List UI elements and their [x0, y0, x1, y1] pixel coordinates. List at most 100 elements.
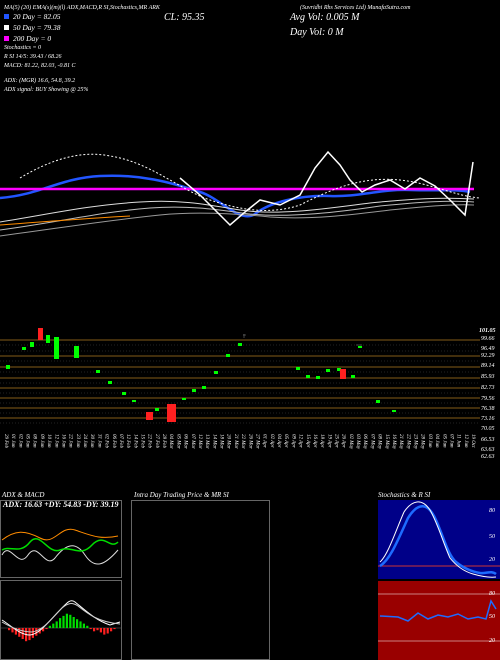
rsi-value: R SI 14/5: 39.43 / 68.26 [4, 54, 62, 60]
adx-values-text: ADX: 16.63 +DY: 54.83 -DY: 39.19 [3, 500, 119, 509]
legend-ma: 20 Day = 82.05 50 Day = 79.38 200 Day = … [4, 11, 88, 96]
date-label: 10 Jan [46, 434, 51, 448]
ma20-swatch [4, 14, 9, 19]
ma50-label: 50 Day = 79.38 [13, 23, 61, 32]
date-label: 03 May [355, 434, 360, 450]
macd-signal-line [1, 603, 121, 633]
macd-bar [14, 628, 17, 635]
date-label: 21 May [398, 434, 403, 450]
macd-bar [65, 613, 68, 628]
date-label: 15 Apr [305, 434, 310, 448]
stoch-tick-20: 20 [489, 557, 495, 563]
price-axis-label: 92.29 [481, 353, 495, 359]
date-label: 06 Feb [111, 434, 116, 449]
date-label: 09 Jan [39, 434, 44, 448]
mrk-panel-title: Intra Day Trading Price & MR SI [134, 491, 229, 499]
header-right-line1: (Suvridhi Rhs Services Ltd) MunafaSutra.… [300, 5, 411, 11]
date-label: 28 May [420, 434, 425, 450]
date-label: 06 Mar [183, 434, 188, 449]
date-label: 25 Apr [333, 434, 338, 448]
price-axis-label: 62.63 [481, 454, 495, 460]
price-axis-label: 89.14 [481, 363, 495, 369]
date-label: 08 Jan [32, 434, 37, 448]
date-label: 02 May [348, 434, 353, 450]
date-label: 04 Mar [168, 434, 173, 449]
price-label: CL: 95.35 [164, 12, 205, 23]
date-label: 28 Feb [161, 434, 166, 449]
macd-bar [31, 628, 34, 638]
date-label: 26 Mar [247, 434, 252, 449]
date-label: 24 Jan [82, 434, 87, 448]
candles [6, 328, 396, 422]
rsi-line [379, 599, 497, 622]
ema-orange-line [0, 215, 131, 226]
date-label: 23 Jan [75, 434, 80, 448]
date-label: 23 May [413, 434, 418, 450]
macd-bar [99, 628, 102, 633]
date-label: 12 Jan [53, 434, 58, 448]
date-label: 06 May [362, 434, 367, 450]
macd-bar [59, 618, 62, 628]
date-label: 04 Jun [434, 434, 439, 448]
date-label: 02 Apr [269, 434, 274, 448]
date-label: 21 Mar [233, 434, 238, 449]
price-axis-label: 66.53 [481, 437, 495, 443]
avg-volume: Avg Vol: 0.005 M [290, 12, 360, 23]
macd-bar [69, 614, 72, 628]
date-label: 22 Jan [68, 434, 73, 448]
macd-bar [42, 628, 45, 632]
date-label: 18 Mar [219, 434, 224, 449]
ma50-swatch [4, 25, 9, 30]
date-label: 22 Mar [240, 434, 245, 449]
date-label: 15 Feb [140, 434, 145, 449]
macd-bar [55, 621, 58, 628]
price-line [179, 150, 474, 227]
date-label: 27 Feb [154, 434, 159, 449]
date-label: 07 Feb [118, 434, 123, 449]
price-axis-label: 79.56 [481, 396, 495, 402]
candle-wicks [243, 334, 362, 346]
date-label: 26 Apr [341, 434, 346, 448]
date-label: 05 Mar [175, 434, 180, 449]
date-label: 05 Apr [283, 434, 288, 448]
date-label: 29 Feb [3, 434, 8, 449]
ma200-swatch [4, 36, 9, 41]
date-label: 15 May [384, 434, 389, 450]
macd-bar [89, 628, 92, 630]
macd-bar [79, 621, 82, 628]
date-label: 16 May [391, 434, 396, 450]
macd-bar [110, 628, 113, 632]
macd-bar [96, 628, 99, 631]
date-label: 14 Feb [132, 434, 137, 449]
date-label: 05 Jun [441, 434, 446, 448]
adx-panel-title: ADX & MACD [2, 491, 45, 499]
ma-white-line-1 [0, 197, 475, 223]
date-label: 12 Apr [298, 434, 303, 448]
rsi-tick-20: 20 [489, 638, 495, 644]
macd-bar [82, 623, 85, 628]
date-label: 07 Mar [190, 434, 195, 449]
price-dotted-line [19, 153, 481, 211]
date-label: 05 Jan [25, 434, 30, 448]
stoch-tick-80: 80 [489, 508, 495, 514]
date-label: 09 Apr [290, 434, 295, 448]
ma-white-line-3 [0, 204, 475, 237]
date-label: 20 Mar [226, 434, 231, 449]
macd-bar [11, 628, 14, 633]
stoch-panel-title: Stochastics & R SI [378, 491, 431, 499]
price-axis-label: 73.16 [481, 416, 495, 422]
adx-value: ADX: (MGR) 16.6, 54.8, 39.2 [4, 78, 76, 84]
date-label: 30 Jan [89, 434, 94, 448]
date-label: 22 Feb [147, 434, 152, 449]
adx-orange-line [1, 528, 119, 541]
date-label: 16 Apr [312, 434, 317, 448]
top-price-label: 101.05 [479, 328, 496, 334]
date-label: 07 Jun [448, 434, 453, 448]
date-label: 12 Jun [463, 434, 468, 448]
date-label: 07 May [369, 434, 374, 450]
macd-bar [18, 628, 21, 637]
macd-bar [93, 628, 96, 632]
macd-bar [48, 625, 51, 628]
price-axis-label: 99.66 [481, 336, 495, 342]
price-axis-label: 96.49 [481, 346, 495, 352]
